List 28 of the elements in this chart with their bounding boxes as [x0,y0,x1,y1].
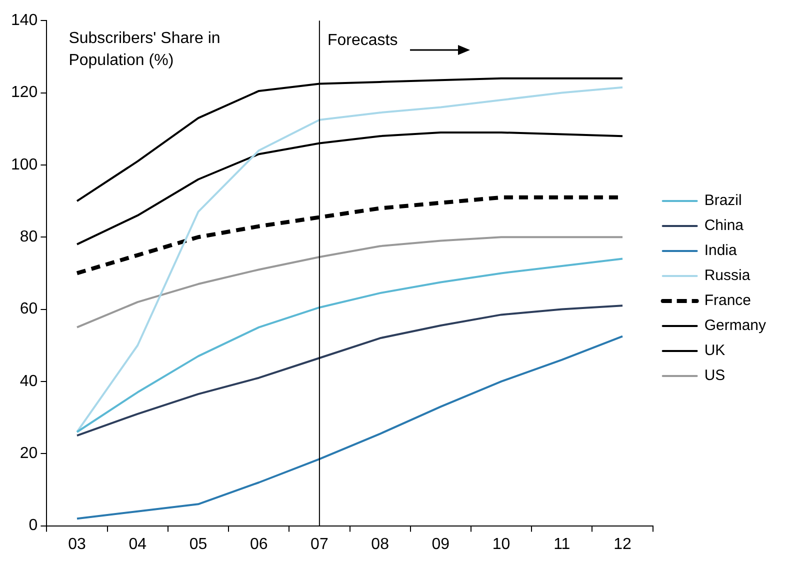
x-tick-label: 07 [310,536,328,553]
y-tick-label: 120 [10,84,38,102]
annotation: Subscribers' Share in Population (%) [68,30,220,70]
x-tick-label: 08 [371,536,390,553]
y-tick-label: 20 [20,445,38,462]
y-tick-label: 140 [10,12,38,30]
legend-label: Brazil [704,192,742,210]
ref-line-label: Forecasts [327,32,398,50]
legend-label: India [704,242,738,260]
legend-label: France [704,292,752,310]
legend-label: Germany [704,317,766,334]
legend-label: Russia [704,267,751,284]
x-tick-label: 04 [128,536,147,553]
x-tick-label: 05 [189,536,208,553]
legend-label: US [704,367,726,384]
y-tick-label: 60 [20,300,38,318]
y-tick-label: 80 [20,228,38,246]
y-tick-label: 100 [10,156,38,174]
x-tick-label: 03 [68,536,86,553]
x-tick-label: 10 [492,536,510,553]
x-tick-label: 12 [614,536,632,553]
y-tick-label: 40 [20,372,38,390]
x-tick-label: 06 [250,536,268,553]
legend-label: China [704,217,744,234]
legend-label: UK [704,342,726,360]
y-tick-label: 0 [28,517,38,534]
x-tick-label: 09 [432,536,450,553]
x-tick-label: 11 [554,536,570,553]
